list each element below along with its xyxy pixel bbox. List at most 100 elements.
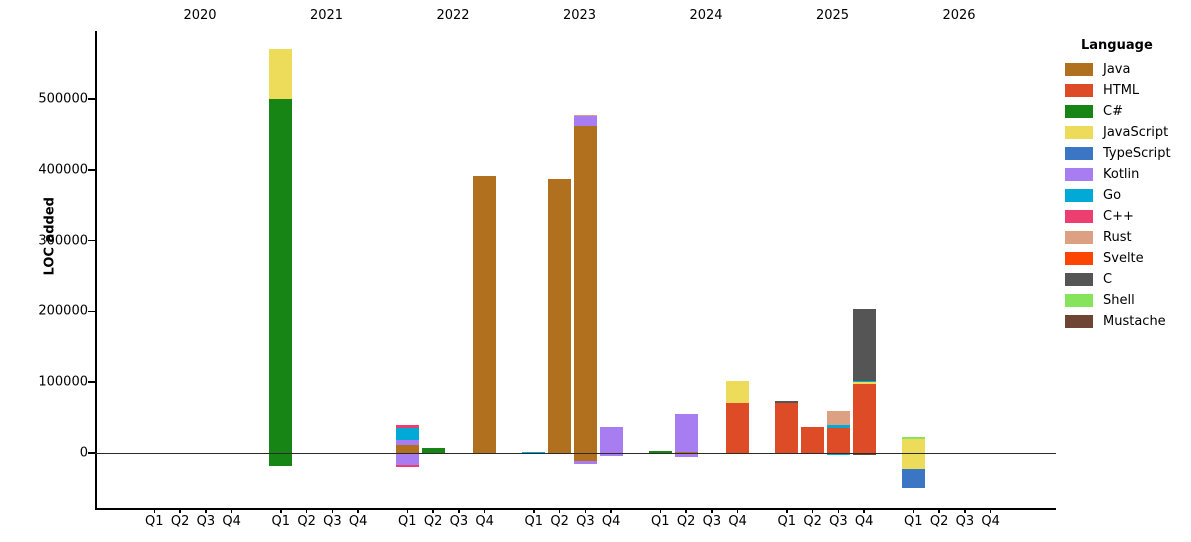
legend-item-go: Go <box>1065 185 1191 206</box>
bar-segment-java-2023q3 <box>573 125 597 453</box>
year-label: 2025 <box>815 8 850 23</box>
legend-label: JavaScript <box>1103 125 1169 140</box>
legend-item-c: C# <box>1065 101 1191 122</box>
year-label: 2024 <box>689 8 723 23</box>
x-tick-mark <box>837 508 840 513</box>
x-tick-label: Q4 <box>475 514 494 529</box>
y-tick-label: 500000 <box>38 91 88 107</box>
x-tick-mark <box>711 508 713 513</box>
bar-segment-rust-2023q3 <box>573 114 597 116</box>
bar-segment-html-2025q1 <box>775 402 799 453</box>
bar-segment-c-2024q1 <box>648 450 672 453</box>
year-label: 2021 <box>309 8 344 23</box>
legend-label: Go <box>1103 188 1122 203</box>
legend-label: HTML <box>1103 83 1140 98</box>
legend-swatch <box>1065 189 1093 202</box>
bar-segment-java-2023q3 <box>573 453 597 462</box>
x-tick-label: Q4 <box>854 514 874 529</box>
bar-segment-javascript-2025q4 <box>852 382 876 385</box>
y-tick-label: 200000 <box>38 303 88 319</box>
y-tick-label: 400000 <box>38 162 88 178</box>
bar-segment-java-2022q4 <box>473 176 497 453</box>
year-label: 2022 <box>436 8 470 23</box>
x-tick-label: Q1 <box>524 514 544 529</box>
x-tick-label: Q1 <box>398 514 417 529</box>
x-tick-label: Q1 <box>651 514 670 529</box>
x-tick-label: Q4 <box>981 514 1000 529</box>
bar-segment-go-2025q3 <box>826 424 850 429</box>
x-tick-label: Q3 <box>449 514 469 529</box>
bar-segment-go-2025q4 <box>852 380 876 383</box>
bar-segment-kotlin-2023q4 <box>599 426 623 453</box>
legend-label: C# <box>1103 104 1123 119</box>
x-tick-label: Q3 <box>955 514 975 529</box>
bar-segment-html-2025q4 <box>852 384 876 453</box>
bar-segment-c-2022q1 <box>395 465 419 468</box>
x-tick-mark <box>432 508 434 513</box>
bar-segment-rust-2025q3 <box>826 411 850 425</box>
y-tick-label: 300000 <box>38 233 88 249</box>
legend-item-java: Java <box>1065 59 1191 80</box>
bar-segment-c-2025q4 <box>852 308 876 381</box>
x-tick-mark <box>558 508 561 513</box>
bar-segment-javascript-2021q1 <box>269 49 293 99</box>
x-tick-label: Q4 <box>222 514 241 529</box>
bar-segment-typescript-2026q1 <box>901 469 925 488</box>
legend-item-c: C <box>1065 269 1191 290</box>
legend-swatch <box>1065 231 1093 244</box>
legend-item-shell: Shell <box>1065 290 1191 311</box>
legend-item-typescript: TypeScript <box>1065 143 1191 164</box>
x-tick-label: Q3 <box>702 514 722 529</box>
legend-label: Rust <box>1103 230 1132 245</box>
legend-swatch <box>1065 294 1093 307</box>
x-tick-mark <box>811 508 814 513</box>
x-tick-label: Q2 <box>170 514 190 529</box>
bar-segment-kotlin-2024q2 <box>674 414 698 452</box>
x-tick-mark <box>533 508 535 513</box>
x-tick-label: Q2 <box>929 514 949 529</box>
y-tick-mark <box>88 381 95 383</box>
bar-segment-kotlin-2024q2 <box>674 453 698 457</box>
x-tick-label: Q1 <box>904 514 923 529</box>
legend-items: Java HTML C# JavaScript TypeScript Kotlin Go C+… <box>1065 59 1191 332</box>
x-tick-label: Q1 <box>271 514 291 529</box>
legend-swatch <box>1065 210 1093 223</box>
y-tick-mark <box>88 239 95 242</box>
x-tick-label: Q4 <box>601 514 621 529</box>
x-tick-label: Q3 <box>576 514 595 529</box>
legend-swatch <box>1065 252 1093 265</box>
x-tick-mark <box>912 508 915 513</box>
x-tick-label: Q4 <box>348 514 368 529</box>
x-tick-mark <box>406 508 409 513</box>
legend-swatch <box>1065 105 1093 118</box>
legend-item-svelte: Svelte <box>1065 248 1191 269</box>
bar-segment-go-2023q1 <box>522 451 546 453</box>
bar-segment-javascript-2026q1 <box>901 453 925 470</box>
y-axis-spine <box>95 31 97 508</box>
x-tick-mark <box>458 508 460 513</box>
legend: Language Java HTML C# JavaScript TypeScript K… <box>1065 38 1191 332</box>
legend-swatch <box>1065 126 1093 139</box>
bar-segment-java-2022q1 <box>395 445 419 453</box>
legend-item-rust: Rust <box>1065 227 1191 248</box>
x-tick-mark <box>205 508 207 513</box>
legend-label: Java <box>1103 62 1131 77</box>
x-tick-mark <box>179 508 181 513</box>
legend-item-html: HTML <box>1065 80 1191 101</box>
bar-segment-kotlin-2022q1 <box>395 453 419 466</box>
y-tick-mark <box>88 98 95 100</box>
bar-segment-kotlin-2023q3 <box>573 115 597 126</box>
legend-swatch <box>1065 84 1093 97</box>
bar-segment-javascript-2024q4 <box>726 380 750 404</box>
legend-item-javascript: JavaScript <box>1065 122 1191 143</box>
x-tick-label: Q4 <box>728 514 747 529</box>
bar-segment-java-2023q2 <box>548 179 572 453</box>
legend-swatch <box>1065 147 1093 160</box>
bar-segment-java-2024q2 <box>674 451 698 453</box>
y-tick-mark <box>88 310 95 313</box>
bar-segment-html-2025q3 <box>826 428 850 453</box>
bar-segment-c-2022q1 <box>395 424 419 428</box>
x-tick-mark <box>357 508 359 513</box>
legend-label: C++ <box>1103 209 1134 224</box>
x-tick-mark <box>610 508 612 513</box>
